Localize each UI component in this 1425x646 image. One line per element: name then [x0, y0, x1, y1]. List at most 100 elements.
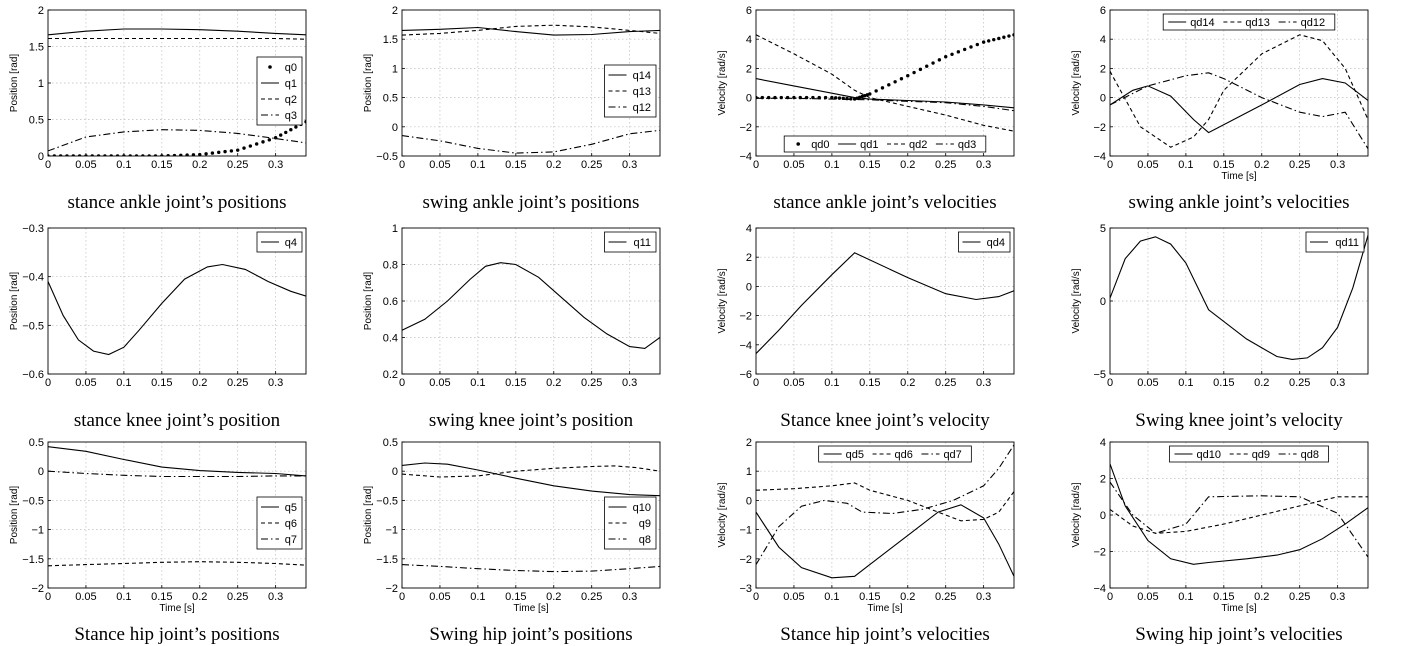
legend-box	[1169, 445, 1329, 463]
x-tick-label: 0.05	[429, 159, 450, 171]
y-tick-label: −4	[739, 151, 752, 163]
legend-label: qd4	[987, 237, 1005, 249]
y-tick-label: −2	[739, 311, 752, 323]
series-q7	[48, 470, 306, 478]
x-tick-label: 0.2	[546, 377, 561, 389]
x-tick-label: 0.2	[1254, 159, 1269, 171]
x-tick-label: 0.2	[192, 159, 207, 171]
y-axis-label: Velocity [rad/s]	[1071, 268, 1082, 333]
subplot-caption: Swing hip joint’s velocities	[1135, 624, 1342, 645]
x-tick-label: 0.05	[1137, 591, 1158, 603]
y-tick-label: 2	[1100, 63, 1106, 75]
legend-box	[604, 496, 657, 550]
x-tick-label: 0.25	[935, 159, 956, 171]
x-tick-label: 0.1	[824, 377, 839, 389]
data-point	[975, 42, 980, 47]
data-point	[969, 45, 973, 49]
x-tick-label: 0.1	[824, 159, 839, 171]
legend-label: q12	[633, 102, 651, 114]
y-tick-label: −1	[31, 525, 44, 537]
data-point	[906, 74, 910, 78]
subplot-caption: stance ankle joint’s velocities	[773, 192, 996, 213]
y-tick-label: −2	[31, 583, 44, 595]
subplot-caption: Swing knee joint’s velocity	[1135, 410, 1343, 431]
y-tick-label: 0	[38, 466, 44, 478]
y-axis-label: Velocity [rad/s]	[717, 50, 728, 115]
x-tick-label: 0.05	[1137, 377, 1158, 389]
series-q12	[402, 129, 660, 154]
y-tick-label: −2	[739, 554, 752, 566]
y-tick-label: 1.5	[383, 34, 398, 46]
legend-box	[783, 135, 987, 153]
y-tick-label: −2	[1093, 547, 1106, 559]
x-tick-label: 0.2	[1254, 591, 1269, 603]
legend-label: q8	[639, 534, 651, 546]
y-tick-label: −0.4	[22, 272, 44, 284]
y-axis-label: Position [rad]	[9, 486, 20, 545]
y-tick-label: −0.5	[376, 151, 398, 163]
y-tick-label: 0	[392, 122, 398, 134]
subplot-caption: Swing hip joint’s positions	[429, 624, 632, 645]
y-tick-label: 0	[38, 151, 44, 163]
data-point	[191, 153, 196, 156]
y-tick-label: 0	[392, 466, 398, 478]
data-point	[792, 95, 796, 100]
data-point	[242, 146, 246, 150]
data-point	[229, 149, 234, 153]
plot-frame	[401, 441, 661, 589]
data-point	[172, 153, 177, 156]
plot-frame	[401, 227, 661, 375]
y-tick-label: 0	[746, 93, 752, 105]
x-tick-label: 0.2	[546, 591, 561, 603]
y-axis-label: Position [rad]	[9, 54, 20, 113]
x-tick-label: 0.3	[268, 591, 283, 603]
x-tick-label: 0	[45, 591, 51, 603]
x-tick-label: 0.1	[1178, 591, 1193, 603]
data-point	[992, 37, 996, 42]
x-tick-label: 0	[399, 591, 405, 603]
legend-label: qd13	[1245, 17, 1269, 29]
x-tick-label: 0.3	[268, 159, 283, 171]
x-tick-label: 0.2	[900, 159, 915, 171]
x-tick-label: 0.3	[976, 377, 991, 389]
legend: qd0 qd1 qd2 qd3	[783, 135, 987, 153]
x-tick-label: 0	[45, 159, 51, 171]
x-tick-label: 0.3	[1330, 159, 1345, 171]
x-tick-label: 0.25	[227, 159, 248, 171]
y-tick-label: −3	[739, 583, 752, 595]
x-tick-label: 0.1	[116, 591, 131, 603]
subplot-11: 0 0.05 0.1 0.15 0.2 0.25 0.3 −3 −2 −1 0 1 2 Time [s] V…	[717, 437, 1015, 645]
y-axis-label: Velocity [rad/s]	[717, 482, 728, 547]
x-tick-label: 0.05	[75, 159, 96, 171]
plot-frame	[1109, 227, 1369, 375]
data-point	[962, 47, 967, 52]
subplot-7: 0 0.05 0.1 0.15 0.2 0.25 0.3 −6 −4 −2 0 2 4 Velocity …	[717, 223, 1015, 431]
legend: qd4	[958, 231, 1011, 253]
subplot-12: 0 0.05 0.1 0.15 0.2 0.25 0.3 −4 −2 0 2 4 Time [s] Vel…	[1071, 437, 1369, 645]
series-qd5	[756, 504, 1014, 579]
x-tick-label: 0.05	[429, 591, 450, 603]
plot-frame	[1109, 441, 1369, 589]
x-tick-label: 0.05	[75, 377, 96, 389]
series-q1	[48, 28, 306, 36]
x-tick-label: 0.15	[859, 159, 880, 171]
y-axis-label: Position [rad]	[363, 486, 374, 545]
x-tick-label: 0.15	[859, 591, 880, 603]
legend: qd5 qd6 qd7	[818, 445, 972, 463]
y-tick-label: 0	[746, 495, 752, 507]
data-point	[223, 149, 227, 154]
legend-label: qd11	[1335, 237, 1359, 249]
x-tick-label: 0	[45, 377, 51, 389]
data-point	[925, 64, 929, 68]
y-tick-label: 0.5	[383, 437, 398, 449]
x-axis-label: Time [s]	[159, 603, 194, 614]
x-tick-label: 0.25	[581, 591, 602, 603]
series-q6	[48, 561, 306, 567]
legend-label: qd10	[1197, 449, 1221, 461]
x-axis-label: Time [s]	[867, 603, 902, 614]
data-point	[830, 95, 834, 100]
series-qd1	[756, 78, 1014, 109]
y-tick-label: −0.5	[376, 495, 398, 507]
